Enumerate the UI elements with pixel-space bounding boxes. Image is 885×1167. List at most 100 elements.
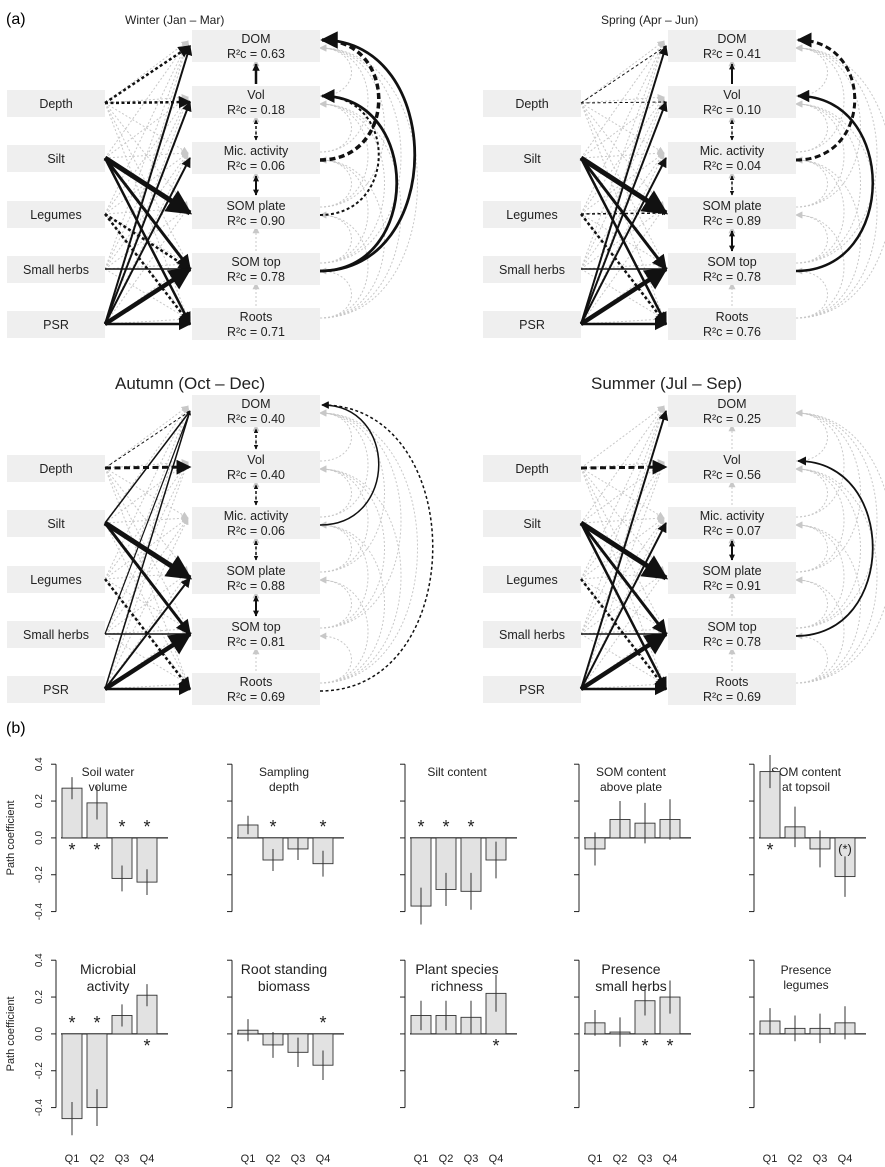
path-arrow xyxy=(104,410,191,469)
diagram-3: Autumn (Oct – Dec) Depth Silt Legumes Small … xyxy=(7,374,434,705)
grey-curve xyxy=(319,576,352,629)
node-roots xyxy=(668,308,796,340)
bar-panel-title: Plant species xyxy=(415,961,498,977)
node-label: SOM plate xyxy=(226,564,285,578)
bar-panel-3: Silt content * * * xyxy=(400,763,517,925)
node-label: Vol xyxy=(723,453,740,467)
path-arrow xyxy=(104,45,193,325)
grey-curve xyxy=(319,44,418,319)
grey-curve xyxy=(795,100,845,208)
significance-mark: * xyxy=(68,1013,75,1033)
significance-mark: * xyxy=(143,1036,150,1056)
grey-curve xyxy=(319,576,369,684)
node-label: SOM plate xyxy=(226,199,285,213)
node-label: Roots xyxy=(240,310,273,324)
significance-mark: * xyxy=(93,1013,100,1033)
x-tick-label: Q1 xyxy=(65,1153,80,1165)
node-dom xyxy=(192,30,320,62)
bar-panel-6: 0.4 0.2 0.0 -0.2 -0.4 Path coefficient Microbi… xyxy=(5,953,168,1165)
node-label: Mic. activity xyxy=(224,144,289,158)
node-psr xyxy=(483,676,581,703)
y-tick-label: 0.4 xyxy=(34,757,45,771)
node-label: Small herbs xyxy=(23,628,89,642)
r2-label: R²c = 0.89 xyxy=(703,214,761,228)
diagram-1: Winter (Jan – Mar) Depth Silt Legumes Small … xyxy=(7,13,418,340)
node-label: Vol xyxy=(723,88,740,102)
grey-curve xyxy=(795,211,845,319)
grey-path xyxy=(104,152,189,215)
node-label: Legumes xyxy=(506,208,557,222)
x-tick-label: Q4 xyxy=(663,1153,678,1165)
path-arrow xyxy=(580,522,667,690)
grey-path xyxy=(580,152,665,215)
node-silt xyxy=(7,510,105,537)
bar-charts: 0.4 0.2 0.0 -0.2 -0.4 Path coefficient Soil wa… xyxy=(5,755,866,1165)
grey-curve xyxy=(319,465,402,684)
diagram-title: Winter (Jan – Mar) xyxy=(125,13,224,27)
curve-arrow xyxy=(319,89,399,273)
significance-mark: * xyxy=(442,817,449,837)
grey-curve xyxy=(319,100,402,319)
node-dom xyxy=(192,395,320,427)
node-silt xyxy=(483,145,581,172)
node-depth xyxy=(7,455,105,482)
panel-b-label: (b) xyxy=(6,720,26,737)
significance-mark: * xyxy=(319,817,326,837)
r2-label: R²c = 0.78 xyxy=(703,635,761,649)
node-roots xyxy=(192,308,320,340)
bar-panel-title: SOM content xyxy=(771,765,842,779)
path-arrow xyxy=(580,578,667,690)
path-arrow xyxy=(104,410,191,635)
x-tick-label: Q1 xyxy=(588,1153,603,1165)
grey-curve xyxy=(319,521,369,629)
node-mic-activity xyxy=(668,142,796,174)
node-depth xyxy=(483,455,581,482)
node-legumes xyxy=(7,566,105,593)
significance-mark: * xyxy=(143,817,150,837)
node-label: PSR xyxy=(519,318,545,332)
node-label: Vol xyxy=(247,88,264,102)
bar-panel-1: 0.4 0.2 0.0 -0.2 -0.4 Path coefficient Soil wa… xyxy=(5,757,168,920)
y-tick-label: -0.4 xyxy=(34,1099,45,1117)
node-label: SOM plate xyxy=(702,564,761,578)
curve-arrow xyxy=(795,456,874,637)
bar-panel-title: above plate xyxy=(600,780,662,794)
r2-label: R²c = 0.25 xyxy=(703,412,761,426)
grey-path xyxy=(104,207,189,270)
r2-label: R²c = 0.91 xyxy=(703,579,761,593)
r2-label: R²c = 0.04 xyxy=(703,159,761,173)
bar-panel-title: at topsoil xyxy=(782,780,830,794)
node-vol xyxy=(668,451,796,483)
grey-path xyxy=(104,578,189,630)
grey-curve xyxy=(319,409,352,462)
node-label: Small herbs xyxy=(499,628,565,642)
significant-paths xyxy=(579,32,874,331)
path-arrow xyxy=(579,522,668,636)
grey-curve xyxy=(319,521,352,573)
x-tick-label: Q3 xyxy=(115,1153,130,1165)
grey-curve xyxy=(319,44,385,208)
x-tick-label: Q4 xyxy=(316,1153,331,1165)
grey-path xyxy=(580,517,665,580)
node-label: Depth xyxy=(515,97,548,111)
node-mic-activity xyxy=(192,507,320,539)
grey-curve xyxy=(795,409,861,573)
y-tick-label: 0.2 xyxy=(34,794,45,808)
bar-panel-title: richness xyxy=(431,978,483,994)
x-tick-label: Q3 xyxy=(291,1153,306,1165)
significance-mark: * xyxy=(269,817,276,837)
bar-panel-title: Silt content xyxy=(427,765,487,779)
grey-path xyxy=(580,96,665,159)
x-tick-label: Q4 xyxy=(489,1153,504,1165)
r2-label: R²c = 0.88 xyxy=(227,579,285,593)
diagram-2: Spring (Apr – Jun) Depth Silt Legumes Small … xyxy=(483,13,885,340)
grey-curve xyxy=(795,100,828,153)
grey-curve xyxy=(795,465,878,684)
node-som-plate xyxy=(668,562,796,594)
node-label: Legumes xyxy=(30,573,81,587)
grey-curve xyxy=(795,576,828,629)
x-tick-label: Q1 xyxy=(241,1153,256,1165)
node-label: Mic. activity xyxy=(224,509,289,523)
